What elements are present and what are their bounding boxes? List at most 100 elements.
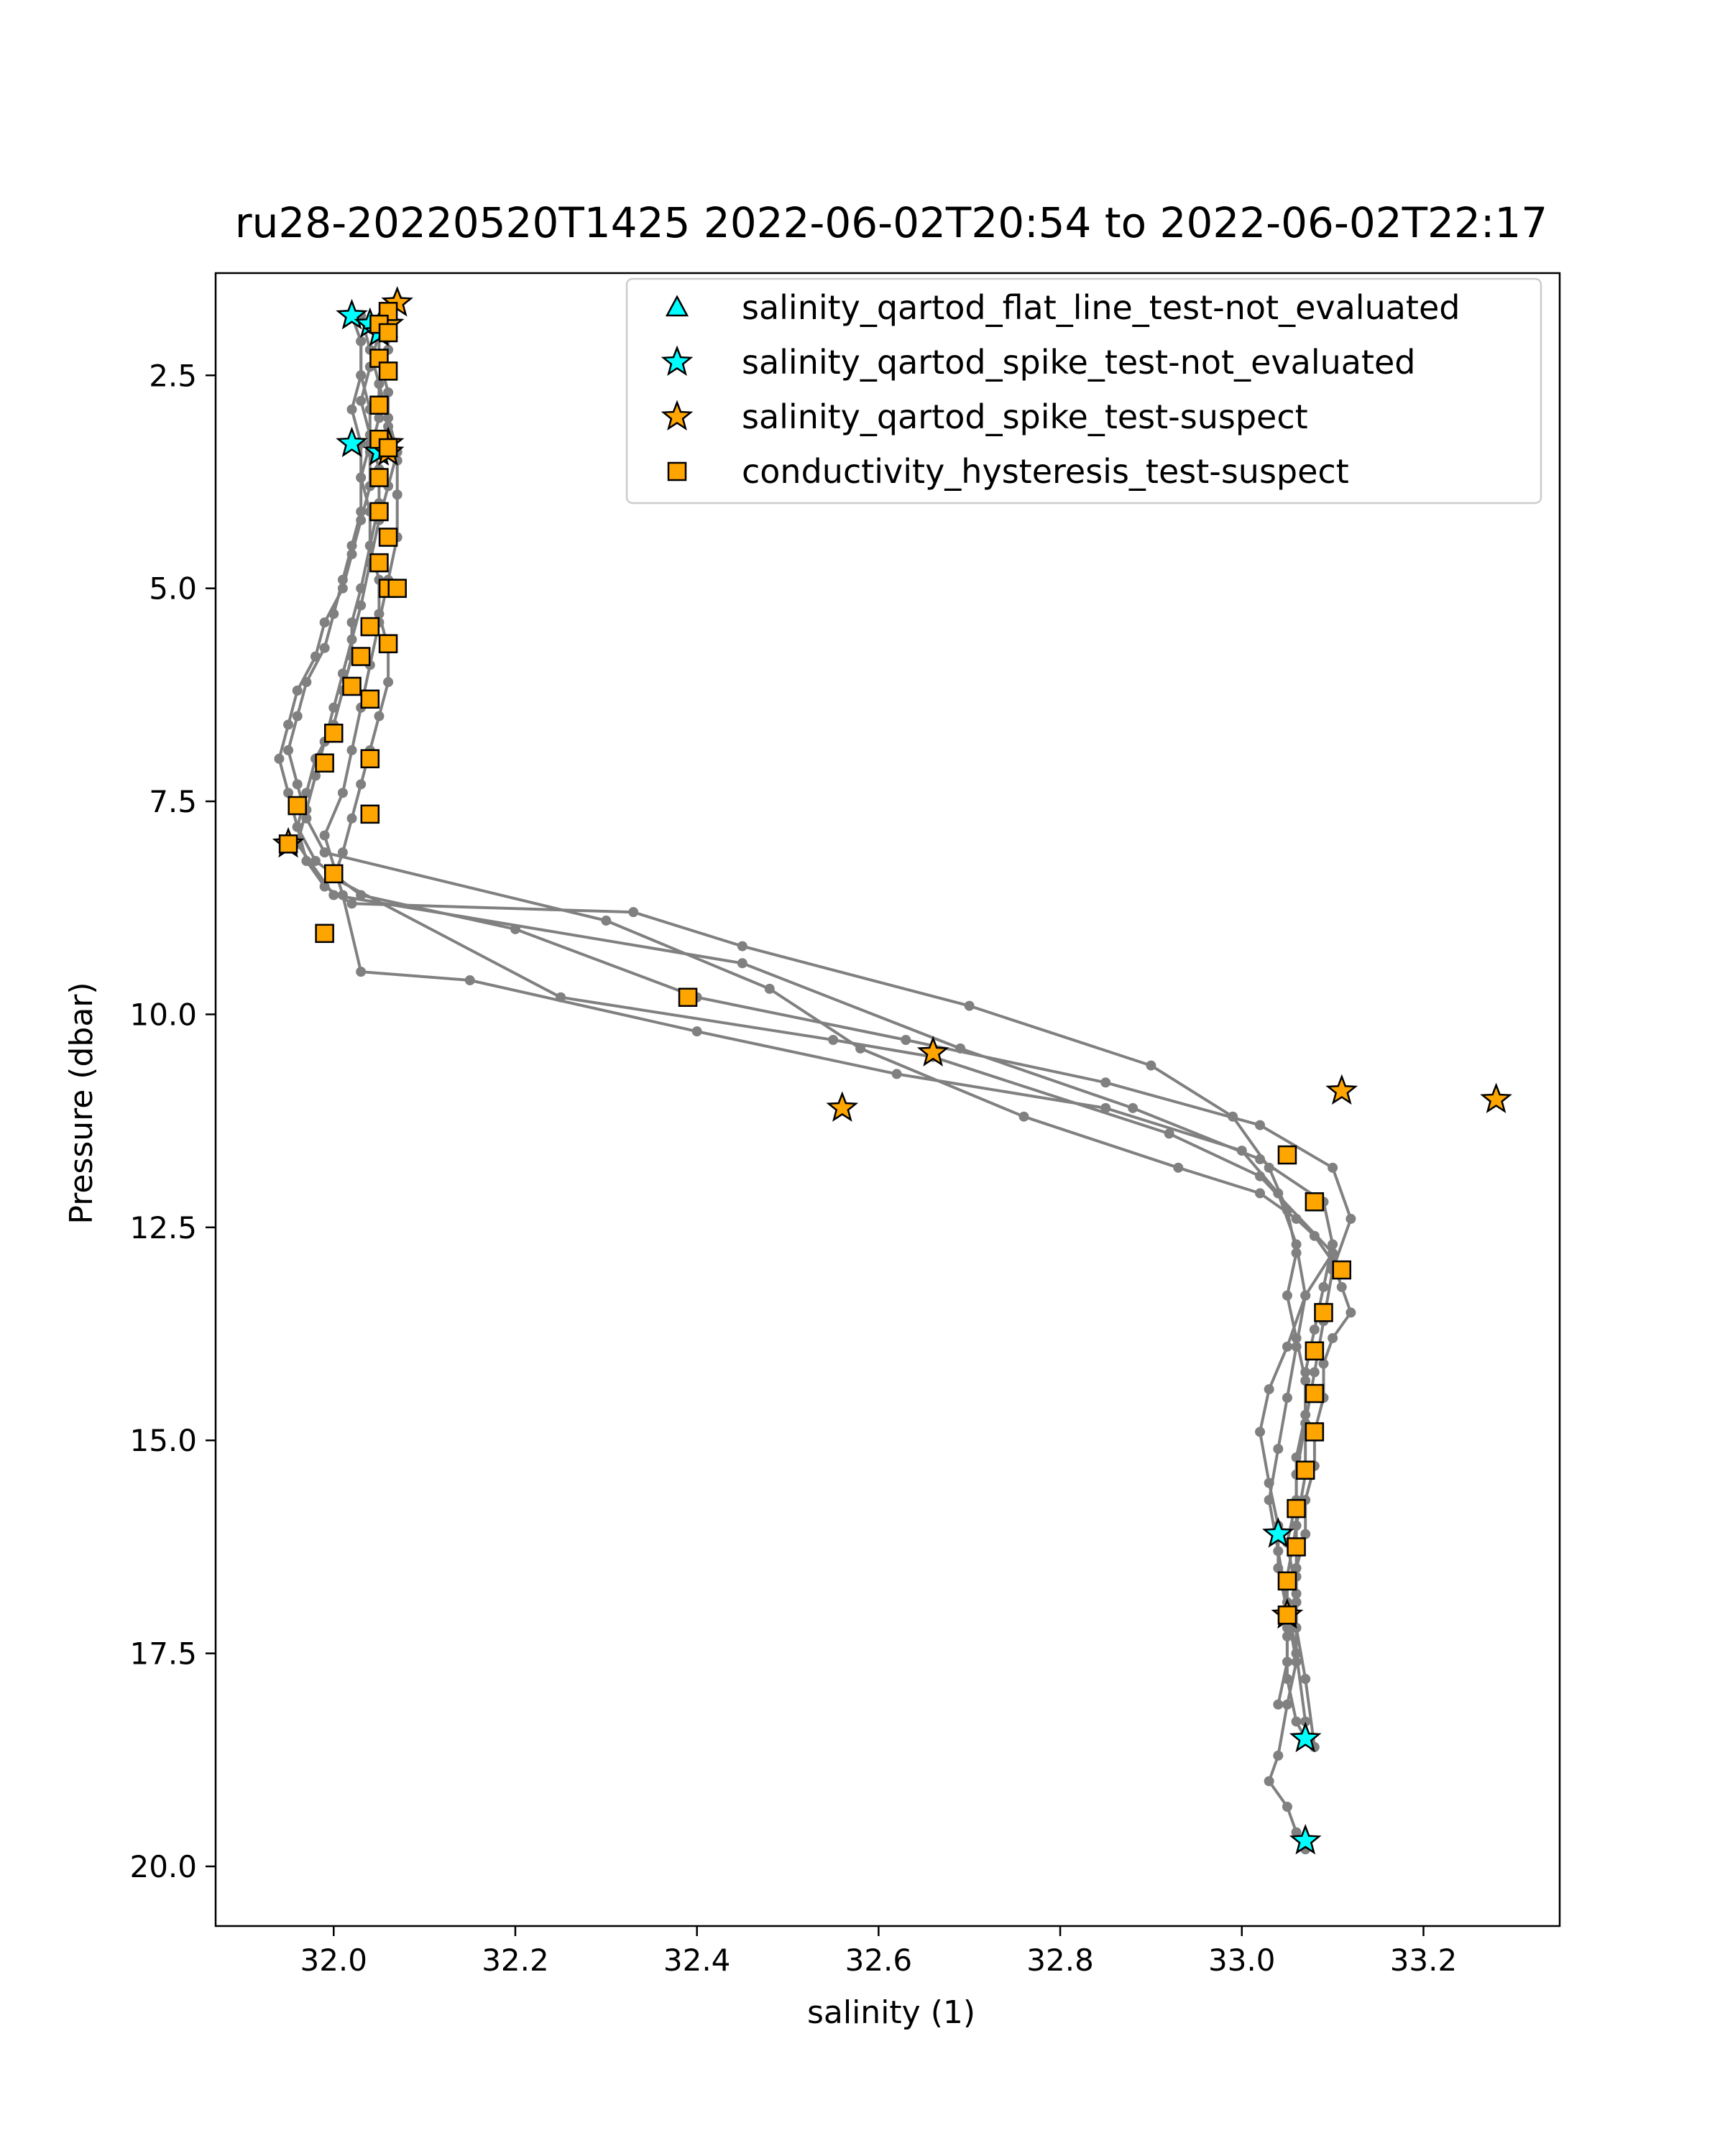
y-axis-label: Pressure (dbar): [63, 982, 100, 1224]
profile-point: [383, 387, 394, 397]
series-2-marker: [1289, 1823, 1322, 1855]
profile-point: [1309, 1325, 1320, 1335]
profile-point: [346, 549, 357, 560]
series-4-marker: [288, 796, 307, 816]
profile-point: [764, 983, 775, 994]
series-4-marker: [378, 438, 398, 458]
profile-point: [1282, 1290, 1292, 1301]
series-4-marker: [1314, 1303, 1333, 1322]
profile-point: [1255, 1171, 1266, 1181]
profile-point: [283, 745, 294, 755]
profile-point: [337, 788, 348, 798]
profile-point: [1273, 1699, 1284, 1710]
profile-line-1: [295, 306, 1307, 1740]
legend-label-1: salinity_qartod_flat_line_test-not_evalu…: [742, 288, 1460, 327]
profile-point: [1300, 1529, 1311, 1539]
profile-point: [364, 540, 375, 551]
series-3-marker: [916, 1036, 949, 1067]
series-4-marker: [1305, 1383, 1325, 1404]
profile-point: [1100, 1077, 1111, 1088]
x-tick-label: 32.4: [663, 1943, 731, 1978]
x-tick-label: 32.2: [482, 1943, 549, 1978]
profile-point: [901, 1035, 911, 1046]
profile-point: [1291, 1657, 1302, 1667]
profile-point: [1291, 1716, 1302, 1727]
series-4-marker: [1287, 1498, 1306, 1519]
profile-point: [346, 634, 357, 645]
profile-point: [356, 967, 367, 977]
x-axis: 32.0 32.2 32.4 32.6 32.8 33.0 33.2: [300, 1926, 1457, 1978]
axes-frame: [214, 272, 1561, 1927]
x-tick-label: 33.2: [1390, 1943, 1458, 1978]
profile-point: [346, 745, 357, 755]
series-4-marker: [360, 749, 380, 769]
y-axis: 2.5 5.0 7.5 10.0 12.5 15.0 17.5 20.0: [129, 358, 216, 1884]
profile-point: [346, 404, 357, 415]
x-tick-label: 32.6: [845, 1943, 913, 1978]
profile-point: [1273, 1750, 1284, 1761]
y-tick-label: 10.0: [129, 997, 197, 1032]
profile-point: [601, 916, 612, 926]
profile-point: [328, 702, 339, 713]
profile-point: [1273, 1563, 1284, 1574]
series-4-marker: [315, 753, 334, 773]
profile-point: [292, 685, 303, 696]
profile-point: [828, 1035, 839, 1046]
profile-point: [292, 711, 303, 722]
series-4-marker: [1277, 1606, 1297, 1625]
profile-point: [1128, 1102, 1138, 1113]
series-2-marker: [336, 426, 368, 458]
profile-line-6: [332, 341, 1335, 1851]
profile-point: [691, 1026, 702, 1037]
profile-point: [1291, 1239, 1302, 1250]
profile-point: [310, 651, 321, 662]
series-4-marker: [1277, 1571, 1297, 1591]
series-4-marker: [369, 395, 389, 415]
profile-point: [1318, 1358, 1329, 1369]
series-2-marker: [1261, 1517, 1294, 1548]
profile-point: [556, 992, 566, 1003]
profile-point: [1018, 1111, 1029, 1122]
profile-point: [1300, 1674, 1311, 1685]
profile-point: [383, 677, 394, 688]
profile-point: [1318, 1281, 1329, 1292]
series-4-marker: [351, 647, 371, 666]
series-4-marker: [378, 634, 398, 653]
profile-point: [374, 711, 385, 722]
profile-point: [955, 1043, 966, 1054]
profile-point: [356, 515, 367, 525]
profile-point: [328, 890, 339, 900]
profile-point: [628, 907, 639, 918]
profile-point: [1291, 1520, 1302, 1531]
legend-marker-3: [661, 400, 694, 431]
profile-point: [374, 379, 385, 390]
x-tick-label: 32.0: [300, 1943, 367, 1978]
profile-point: [319, 847, 330, 858]
y-tick-label: 20.0: [129, 1849, 197, 1884]
profile-point: [337, 583, 348, 594]
plot-area: [272, 285, 1512, 1855]
series-4-marker: [1305, 1422, 1325, 1442]
profile-point: [274, 753, 285, 764]
series-4-marker: [678, 987, 698, 1007]
profile-point: [374, 413, 385, 423]
series-4-marker: [1287, 1537, 1306, 1557]
y-tick-label: 17.5: [129, 1636, 197, 1672]
y-tick-label: 12.5: [129, 1210, 197, 1245]
profile-point: [1328, 1162, 1338, 1173]
profile-point: [1255, 1153, 1266, 1164]
series-4-marker: [369, 553, 389, 573]
series-4-marker: [369, 468, 389, 487]
x-tick-label: 32.8: [1026, 1943, 1094, 1978]
profile-point: [1100, 1102, 1111, 1113]
series-2-marker: [1289, 1721, 1322, 1753]
y-tick-label: 15.0: [129, 1423, 197, 1458]
profile-point: [1273, 1444, 1284, 1455]
profile-point: [1300, 1290, 1311, 1301]
series-4-marker: [1277, 1145, 1297, 1165]
profile-point: [1264, 1478, 1274, 1488]
profile-point: [1255, 1120, 1266, 1130]
profile-point: [1255, 1427, 1266, 1437]
profile-point: [346, 813, 357, 824]
